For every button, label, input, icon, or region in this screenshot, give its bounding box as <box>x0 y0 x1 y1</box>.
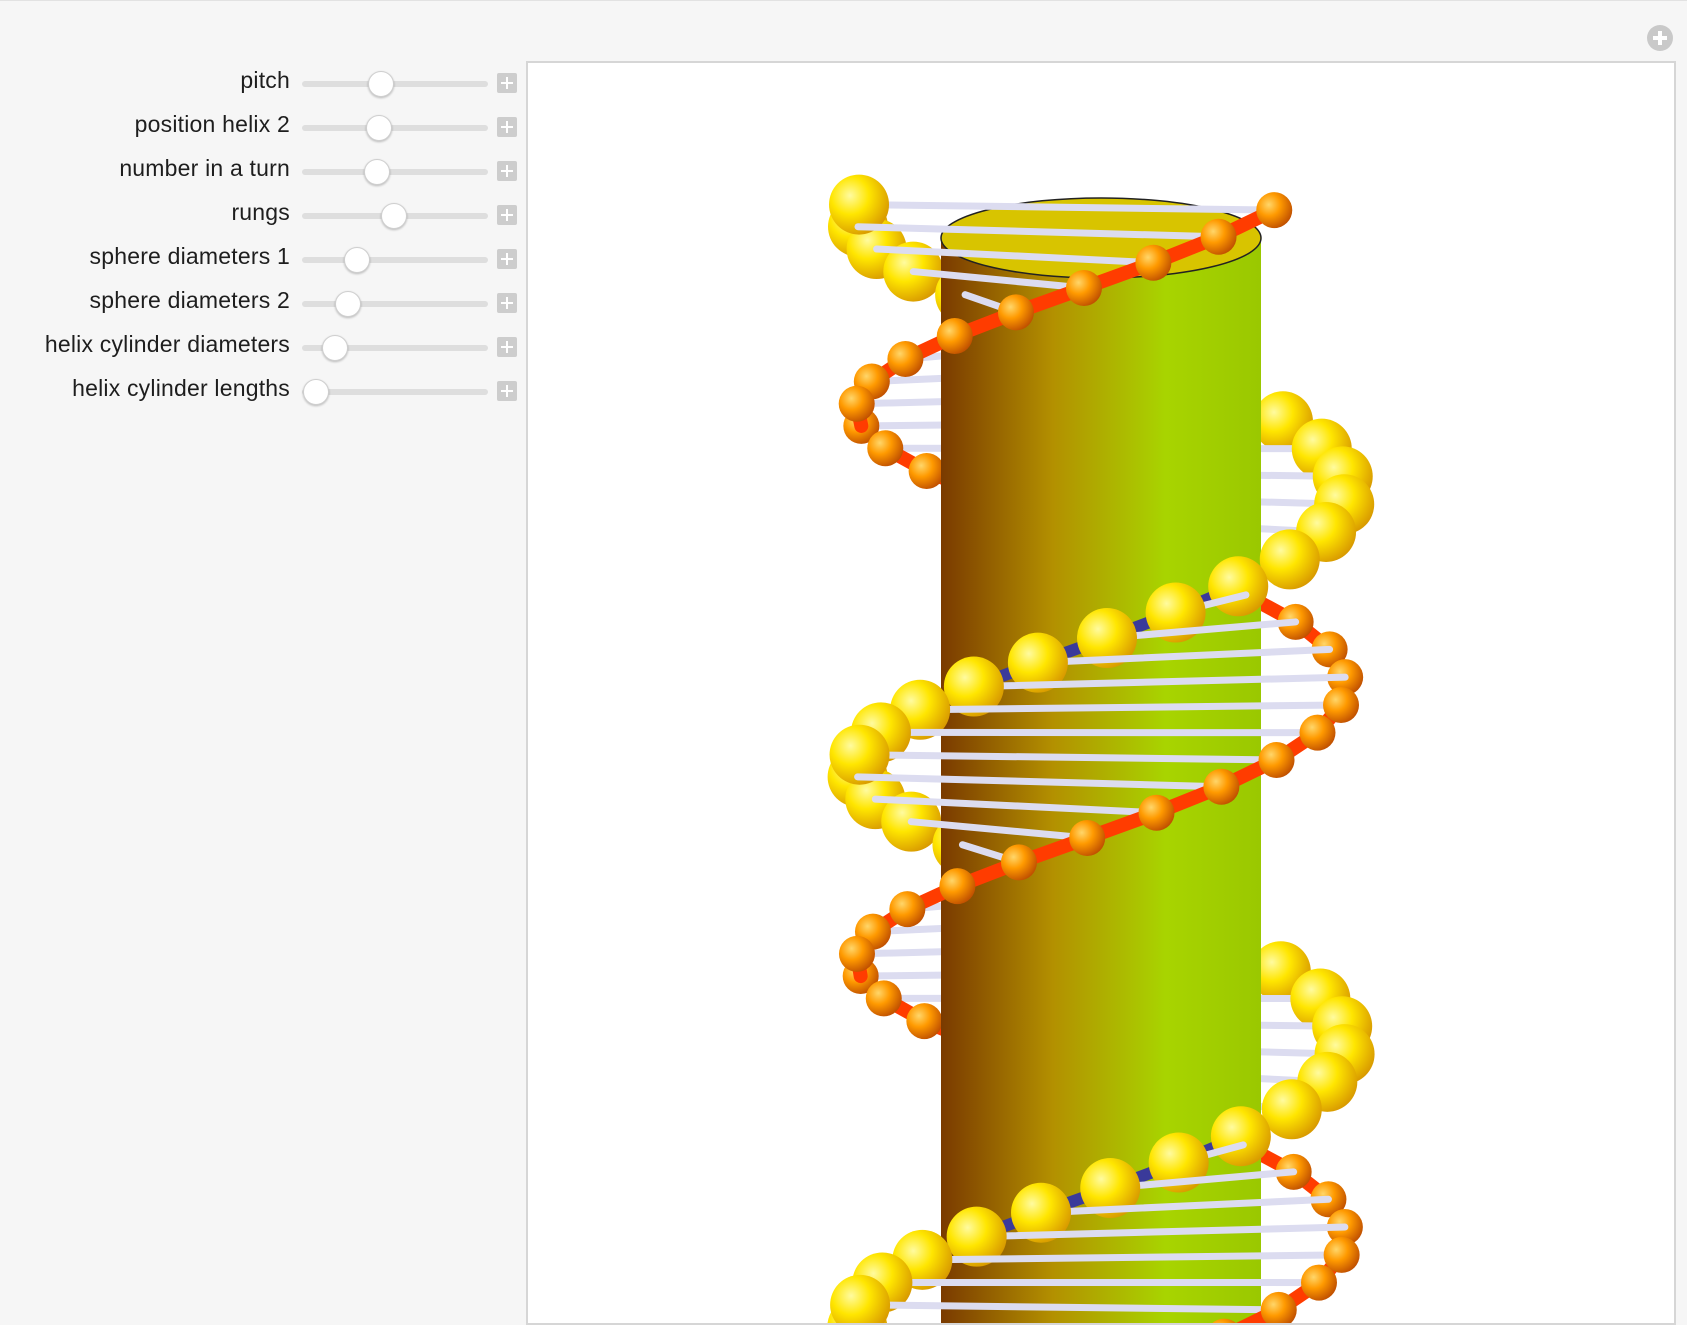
rung <box>922 1255 1341 1260</box>
slider-thumb[interactable] <box>366 115 392 141</box>
expand-plus-icon[interactable] <box>497 293 517 313</box>
expand-plus-icon[interactable] <box>497 117 517 137</box>
helix-cylinder-lengths-slider[interactable] <box>302 389 488 395</box>
control-label: sphere diameters 2 <box>90 287 290 314</box>
slider-thumb[interactable] <box>368 71 394 97</box>
number-in-a-turn-slider[interactable] <box>302 169 488 175</box>
rung <box>859 205 1274 211</box>
helix-cylinder-diameters-slider[interactable] <box>302 345 488 351</box>
control-row-rungs: rungs <box>0 195 530 239</box>
helix2-sphere <box>839 936 875 972</box>
expand-plus-icon[interactable] <box>497 205 517 225</box>
helix2-sphere <box>887 341 923 377</box>
slider-thumb[interactable] <box>344 247 370 273</box>
control-label: position helix 2 <box>135 111 290 138</box>
slider-thumb[interactable] <box>381 203 407 229</box>
helix2-sphere <box>1135 245 1171 281</box>
sphere-diameters-1-slider[interactable] <box>302 257 488 263</box>
controls-panel: pitch position helix 2 number in a turn … <box>0 63 530 415</box>
expand-plus-icon[interactable] <box>497 73 517 93</box>
helix2-sphere <box>1259 742 1295 778</box>
control-row-sphere-diameters-1: sphere diameters 1 <box>0 239 530 283</box>
helix2-sphere <box>998 294 1034 330</box>
slider-thumb[interactable] <box>364 159 390 185</box>
pitch-slider[interactable] <box>302 81 488 87</box>
control-row-number-in-a-turn: number in a turn <box>0 151 530 195</box>
helix2-sphere <box>889 891 925 927</box>
helix2-sphere <box>1069 820 1105 856</box>
helix2-sphere <box>1201 219 1237 255</box>
helix2-sphere <box>937 318 973 354</box>
helix2-sphere <box>1001 844 1037 880</box>
control-row-helix-cylinder-lengths: helix cylinder lengths <box>0 371 530 415</box>
helix1-sphere <box>1211 1106 1271 1166</box>
helix2-sphere <box>1256 192 1292 228</box>
slider-thumb[interactable] <box>322 335 348 361</box>
helix2-sphere <box>1139 795 1175 831</box>
control-label: number in a turn <box>119 155 290 182</box>
control-row-position-helix-2: position helix 2 <box>0 107 530 151</box>
plus-circle-icon[interactable] <box>1647 25 1673 51</box>
control-row-helix-cylinder-diameters: helix cylinder diameters <box>0 327 530 371</box>
3d-graphics-viewport[interactable] <box>526 61 1676 1325</box>
helix1-sphere <box>1262 1079 1322 1139</box>
expand-plus-icon[interactable] <box>497 337 517 357</box>
helix2-sphere <box>1301 1265 1337 1301</box>
control-label: sphere diameters 1 <box>90 243 290 270</box>
helix2-sphere <box>909 453 945 489</box>
helix2-sphere <box>1203 769 1239 805</box>
double-helix-scene[interactable] <box>528 63 1674 1323</box>
expand-plus-icon[interactable] <box>497 381 517 401</box>
helix2-sphere <box>867 430 903 466</box>
rung <box>920 705 1341 710</box>
helix1-sphere <box>1260 529 1320 589</box>
helix1-sphere <box>1208 556 1268 616</box>
slider-thumb[interactable] <box>303 379 329 405</box>
helix2-sphere <box>906 1003 942 1039</box>
helix2-sphere <box>939 868 975 904</box>
control-row-sphere-diameters-2: sphere diameters 2 <box>0 283 530 327</box>
helix2-sphere <box>839 386 875 422</box>
helix2-sphere <box>866 980 902 1016</box>
helix2-sphere <box>1066 270 1102 306</box>
control-label: pitch <box>240 67 290 94</box>
helix2-sphere <box>1299 715 1335 751</box>
sphere-diameters-2-slider[interactable] <box>302 301 488 307</box>
rungs-slider[interactable] <box>302 213 488 219</box>
slider-thumb[interactable] <box>335 291 361 317</box>
helix2-sphere <box>1324 1237 1360 1273</box>
control-label: helix cylinder diameters <box>45 331 290 358</box>
expand-plus-icon[interactable] <box>497 161 517 181</box>
position-helix-2-slider[interactable] <box>302 125 488 131</box>
expand-plus-icon[interactable] <box>497 249 517 269</box>
control-label: rungs <box>231 199 290 226</box>
control-row-pitch: pitch <box>0 63 530 107</box>
control-label: helix cylinder lengths <box>72 375 290 402</box>
helix2-sphere <box>1323 687 1359 723</box>
